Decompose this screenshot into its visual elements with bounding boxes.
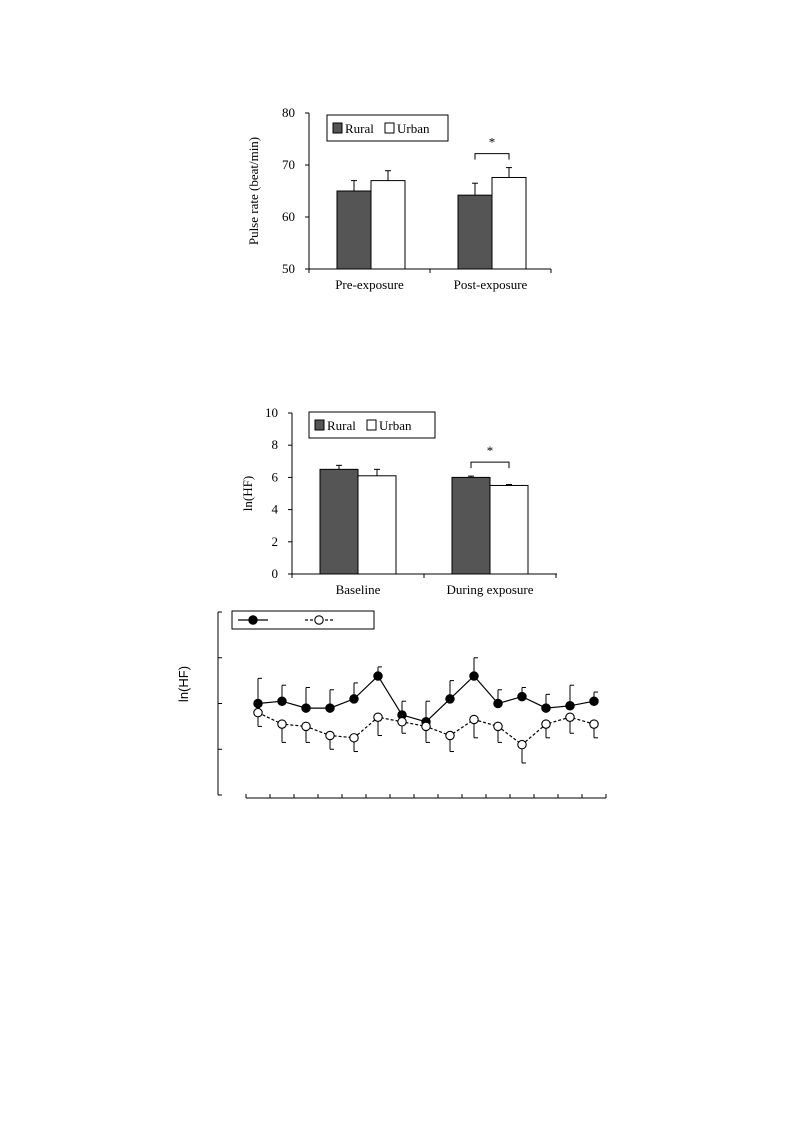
x-category-label: During exposure xyxy=(446,582,533,597)
data-point-series-2 xyxy=(349,733,359,743)
x-category-label: Baseline xyxy=(336,582,381,597)
data-point-series-2 xyxy=(301,721,311,732)
bar-chart-2: 0 2 4 6 8 10 ln(HF) Baseline During exposure * Rur… xyxy=(240,405,557,597)
bar-rural-2 xyxy=(451,476,491,575)
legend-label-rural: Rural xyxy=(327,418,356,433)
data-point-series-1 xyxy=(373,671,383,681)
data-point-series-2 xyxy=(589,719,599,729)
bar-urban-1 xyxy=(357,475,397,575)
data-point-series-2 xyxy=(325,730,335,741)
legend-label-urban: Urban xyxy=(379,418,412,433)
data-point-series-1 xyxy=(301,703,311,713)
x-category-label: Pre-exposure xyxy=(335,277,404,292)
data-point-series-2 xyxy=(277,719,287,729)
data-point-series-2 xyxy=(373,712,383,722)
data-point-series-2 xyxy=(445,730,455,741)
data-point-series-2 xyxy=(397,717,407,727)
significance-bracket xyxy=(474,153,510,160)
legend-box xyxy=(231,610,375,630)
data-point-series-2 xyxy=(565,712,575,722)
y-tick-label: 70 xyxy=(282,157,295,172)
legend-label-urban: Urban xyxy=(397,121,430,136)
y-axis-label: ln(HF) xyxy=(176,666,191,702)
bar-rural-2 xyxy=(457,194,493,270)
legend-marker-series-2 xyxy=(314,615,324,625)
data-point-series-1 xyxy=(541,703,551,713)
y-tick-label: 80 xyxy=(282,105,295,120)
legend-swatch-rural xyxy=(332,122,343,134)
data-point-series-2 xyxy=(421,721,431,732)
y-tick-label: 2 xyxy=(272,534,279,549)
y-tick-label: 8 xyxy=(272,437,279,452)
y-tick-label: 50 xyxy=(282,261,295,276)
data-point-series-2 xyxy=(253,707,263,718)
data-point-series-2 xyxy=(493,721,503,732)
y-tick-label: 10 xyxy=(265,405,278,420)
data-point-series-1 xyxy=(469,671,479,681)
bar-chart-1: 50 60 70 80 Pulse rate (beat/min) Pre-exposur… xyxy=(246,105,552,292)
bar-urban-2 xyxy=(489,484,529,575)
legend-label-rural: Rural xyxy=(345,121,374,136)
significance-bracket xyxy=(470,461,510,469)
y-tick-label: 60 xyxy=(282,209,295,224)
data-point-series-1 xyxy=(493,698,503,709)
data-point-series-1 xyxy=(589,696,599,706)
data-point-series-2 xyxy=(469,714,479,725)
bar-rural-1 xyxy=(336,190,372,270)
data-point-series-1 xyxy=(253,698,263,709)
y-tick-label: 6 xyxy=(272,469,279,484)
data-point-series-1 xyxy=(277,696,287,706)
significance-star: * xyxy=(487,443,494,458)
bar-rural-1 xyxy=(319,468,359,575)
y-axis-label: ln(HF) xyxy=(240,476,255,511)
data-point-series-1 xyxy=(565,701,575,711)
legend-swatch-rural xyxy=(314,419,325,431)
significance-star: * xyxy=(489,135,496,150)
data-point-series-2 xyxy=(541,719,551,729)
y-tick-label: 4 xyxy=(272,502,279,517)
legend-swatch-urban xyxy=(366,419,377,431)
bar-urban-2 xyxy=(491,176,527,270)
y-axis-label: Pulse rate (beat/min) xyxy=(246,137,261,245)
data-point-series-1 xyxy=(445,694,455,704)
legend-swatch-urban xyxy=(384,122,395,134)
y-tick-label: 0 xyxy=(272,566,279,581)
line-chart: ln(HF) xyxy=(176,610,607,799)
data-point-series-1 xyxy=(349,694,359,704)
data-point-series-1 xyxy=(325,703,335,713)
x-category-label: Post-exposure xyxy=(454,277,528,292)
data-point-series-1 xyxy=(517,691,527,702)
bar-urban-1 xyxy=(370,180,406,270)
legend-marker-series-1 xyxy=(248,615,258,625)
data-point-series-2 xyxy=(517,739,527,750)
